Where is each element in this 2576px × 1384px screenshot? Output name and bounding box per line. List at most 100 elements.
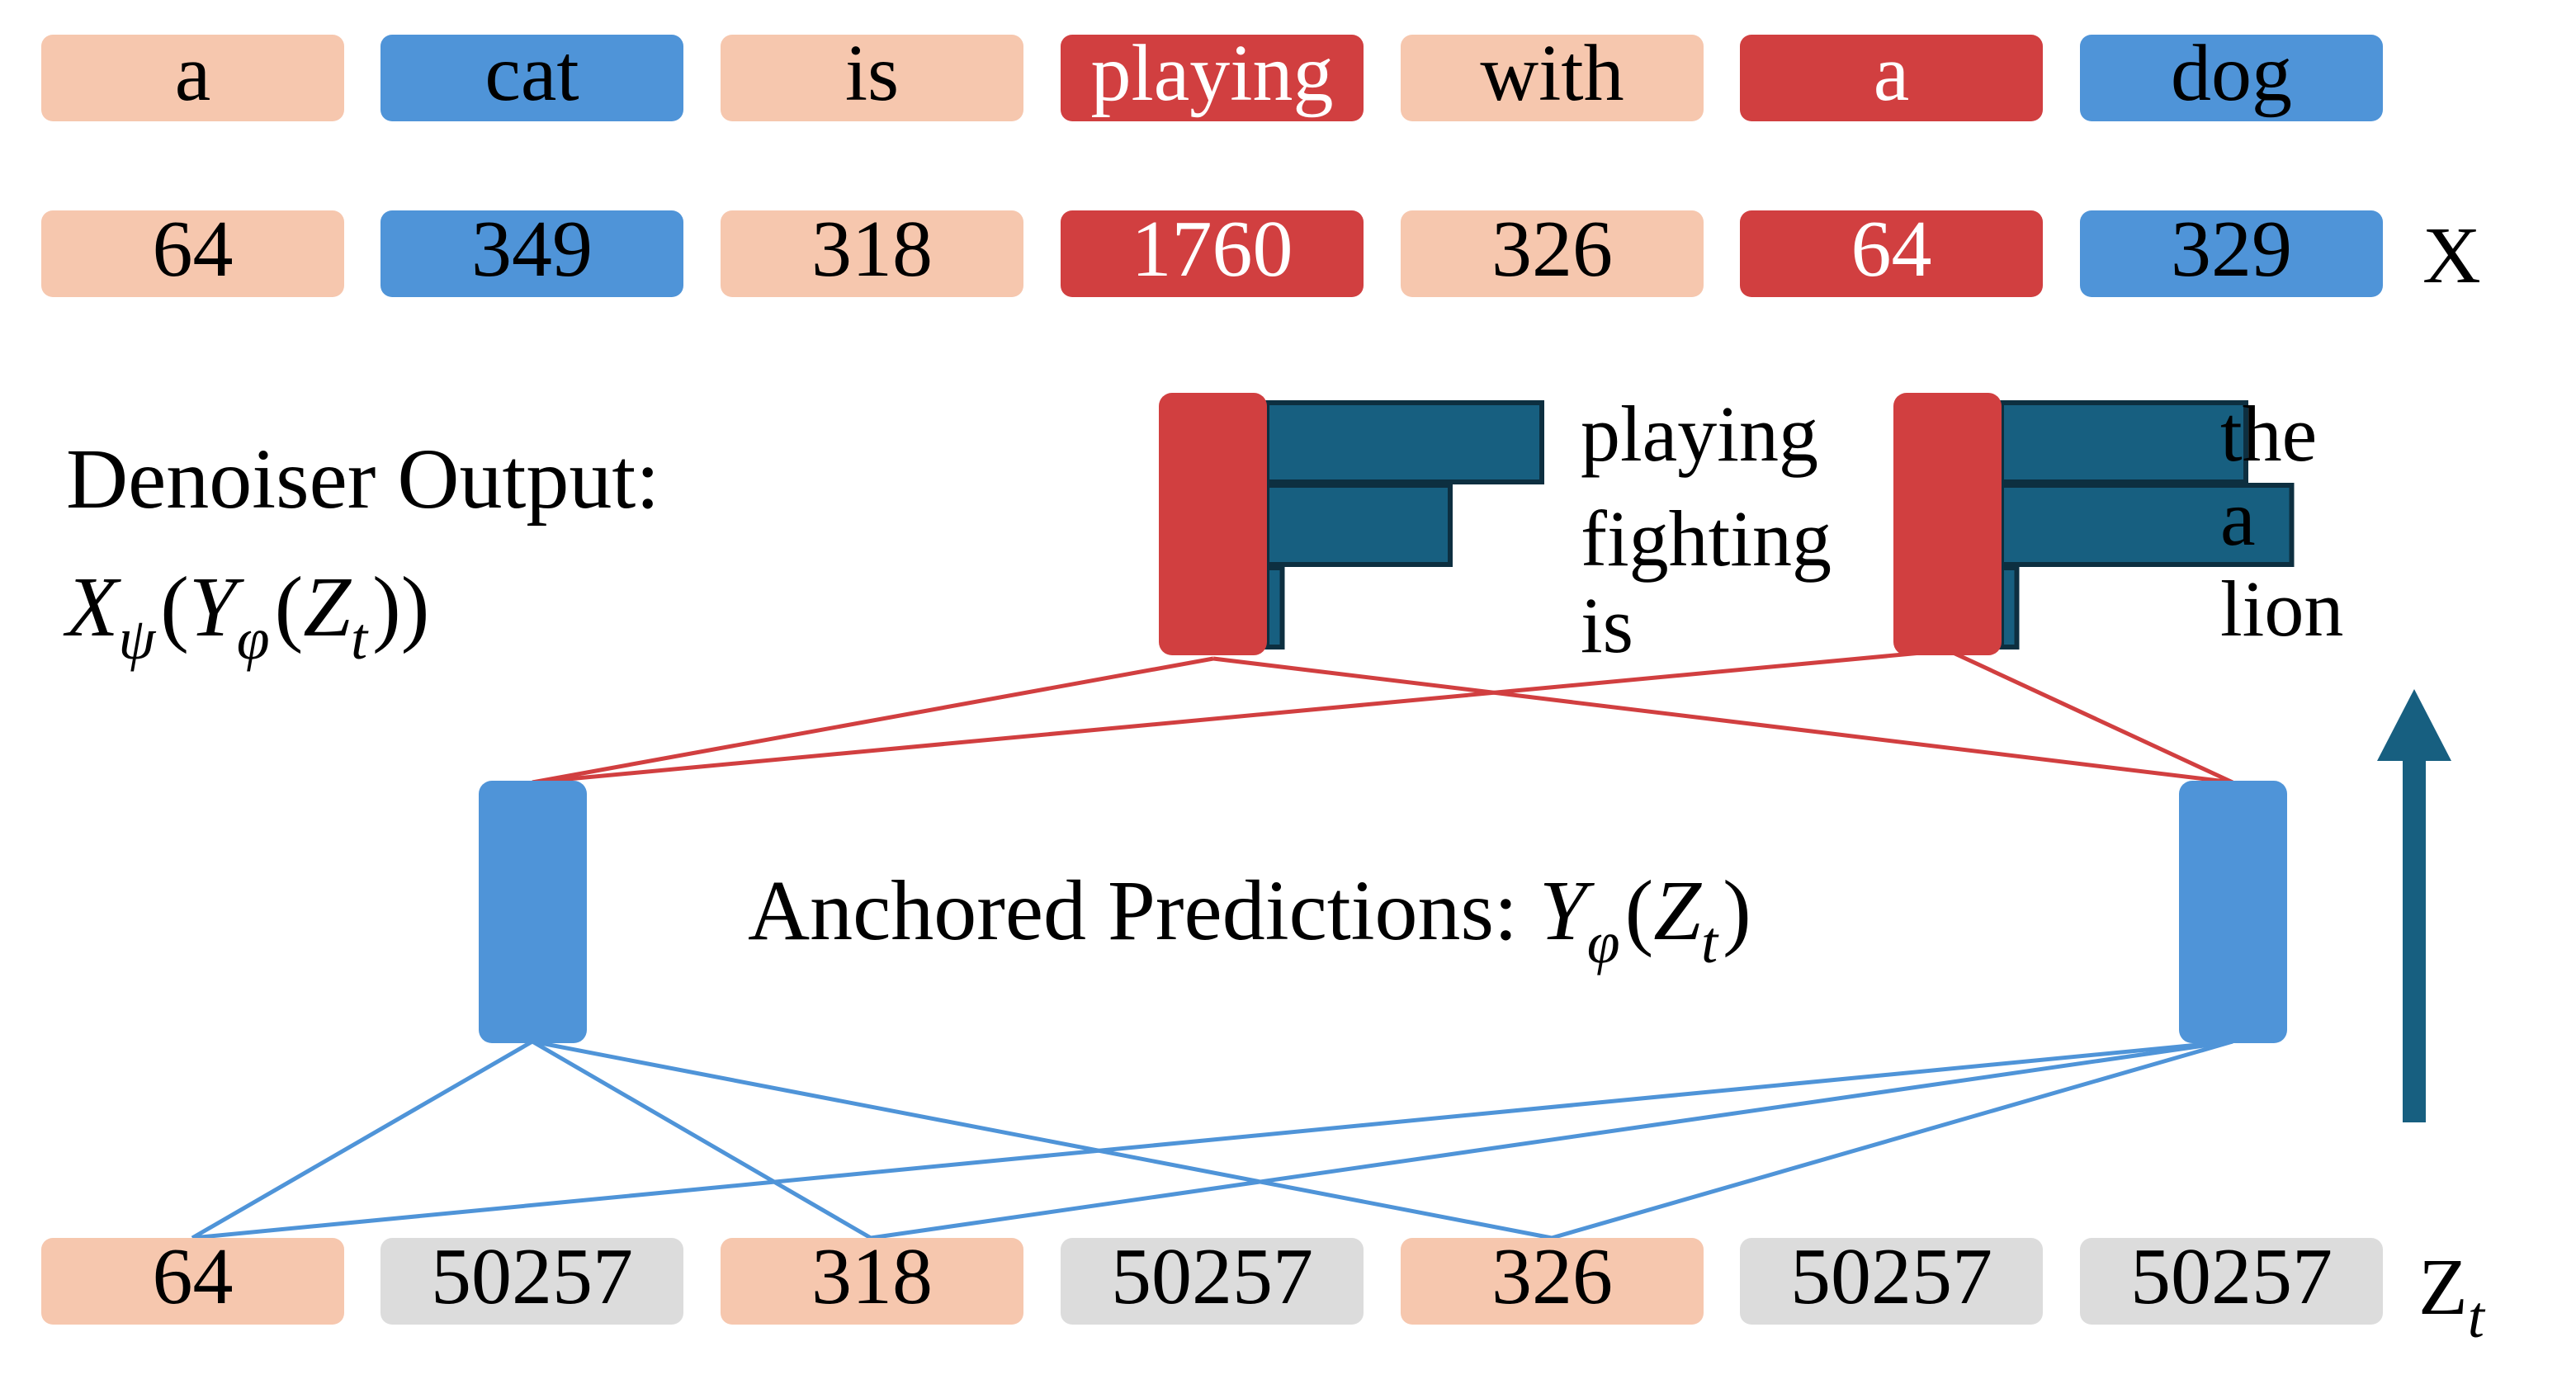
noisy-token-box (1401, 1238, 1704, 1325)
arrow-head (2377, 689, 2451, 761)
word-token-text: a (1874, 29, 1910, 118)
token-id-box (1401, 210, 1704, 297)
probability-bar (1999, 565, 2020, 649)
arrow-shaft (2403, 759, 2426, 1122)
word-token-cell: dog (2080, 29, 2383, 121)
noisy-token-box (380, 1238, 683, 1325)
token-id-cell: 329 (2080, 205, 2383, 297)
word-token-cell: a (41, 29, 344, 121)
probability-bar (1264, 400, 1544, 484)
word-token-box (1401, 35, 1704, 121)
token-id-text: 64 (153, 205, 234, 294)
token-id-text: 329 (2171, 205, 2292, 294)
denoiser-output-title: Denoiser Output: (66, 432, 659, 527)
word-token-cell: is (721, 29, 1023, 121)
token-id-text: 1760 (1132, 205, 1293, 294)
word-token-text: dog (2171, 29, 2292, 118)
blue-line (191, 1039, 2233, 1240)
blue-line (191, 1039, 534, 1240)
word-token-cell: playing (1061, 29, 1364, 121)
word-token-text: with (1480, 29, 1624, 118)
word-token-box (41, 35, 344, 121)
token-id-box (1740, 210, 2043, 297)
word-token-box (380, 35, 683, 121)
noisy-token-cell: 64 (41, 1232, 344, 1325)
token-id-row: 64 349 318 1760 326 64 329 (41, 205, 2383, 297)
token-id-cell: 64 (1740, 205, 2043, 297)
noisy-token-text: 50257 (1111, 1232, 1313, 1321)
noisy-token-text: 50257 (1790, 1232, 1992, 1321)
token-id-box (2080, 210, 2383, 297)
anchored-predictions-label: Anchored Predictions: Yφ(Zt) (748, 863, 1751, 975)
anchored-prediction-block-right (2179, 781, 2287, 1043)
token-id-text: 349 (471, 205, 593, 294)
noisy-token-cell: 50257 (2080, 1232, 2383, 1325)
candidate-label: fighting (1581, 494, 1832, 583)
anchored-prediction-block-left (479, 781, 587, 1043)
noisy-token-cell: 50257 (1740, 1232, 2043, 1325)
word-token-row: a cat is playing with a dog (41, 29, 2383, 121)
token-id-cell: 318 (721, 205, 1023, 297)
token-id-box (41, 210, 344, 297)
noisy-token-row: 64 50257 318 50257 326 50257 50257 (41, 1232, 2383, 1325)
candidate-label: is (1581, 581, 1633, 669)
red-connection-lines (532, 648, 2234, 785)
noisy-token-box (721, 1238, 1023, 1325)
zt-label: Zt (2418, 1243, 2486, 1350)
up-arrow-icon (2377, 689, 2451, 1122)
blue-line (532, 1039, 1553, 1240)
noisy-token-text: 64 (153, 1232, 234, 1321)
red-line (532, 648, 1949, 785)
noisy-token-cell: 50257 (1061, 1232, 1364, 1325)
noisy-token-text: 50257 (431, 1232, 633, 1321)
candidate-label: the (2220, 390, 2317, 478)
noisy-token-text: 318 (811, 1232, 933, 1321)
word-token-box (2080, 35, 2383, 121)
blue-line (1551, 1039, 2233, 1240)
denoiser-output-formula: Xψ(Yφ(Zt)) (63, 560, 429, 672)
word-token-text: is (845, 29, 899, 118)
word-token-box (1061, 35, 1364, 121)
red-line (1946, 648, 2234, 785)
token-id-text: 326 (1491, 205, 1613, 294)
noisy-token-box (2080, 1238, 2383, 1325)
red-line (532, 656, 1214, 785)
candidate-label: playing (1581, 390, 1818, 478)
token-id-cell: 326 (1401, 205, 1704, 297)
denoiser-output-block (1159, 393, 1267, 655)
word-token-cell: cat (380, 29, 683, 121)
word-token-cell: with (1401, 29, 1704, 121)
blue-line (531, 1039, 872, 1240)
token-id-box (380, 210, 683, 297)
noisy-token-cell: 318 (721, 1232, 1023, 1325)
word-token-text: cat (484, 29, 579, 118)
probability-bar (1999, 483, 2295, 567)
token-id-cell: 1760 (1061, 205, 1364, 297)
token-id-box (1061, 210, 1364, 297)
word-token-text: a (175, 29, 211, 118)
red-line (1212, 656, 2233, 785)
word-token-text: playing (1091, 29, 1334, 118)
word-token-box (721, 35, 1023, 121)
noisy-token-box (1740, 1238, 2043, 1325)
probability-bar (1264, 565, 1285, 649)
noisy-token-box (1061, 1238, 1364, 1325)
candidate-label: a (2220, 474, 2256, 562)
blue-line (870, 1039, 2233, 1240)
noisy-token-cell: 326 (1401, 1232, 1704, 1325)
noisy-token-text: 50257 (2130, 1232, 2333, 1321)
x-label: X (2422, 211, 2481, 300)
denoiser-output-block (1893, 393, 2002, 655)
blue-connection-lines (191, 1039, 2233, 1240)
noisy-token-cell: 50257 (380, 1232, 683, 1325)
token-id-box (721, 210, 1023, 297)
token-id-text: 318 (811, 205, 933, 294)
noisy-token-text: 326 (1491, 1232, 1613, 1321)
token-id-text: 64 (1851, 205, 1932, 294)
candidate-label: lion (2220, 564, 2343, 653)
token-id-cell: 64 (41, 205, 344, 297)
probability-bar (1999, 400, 2248, 484)
